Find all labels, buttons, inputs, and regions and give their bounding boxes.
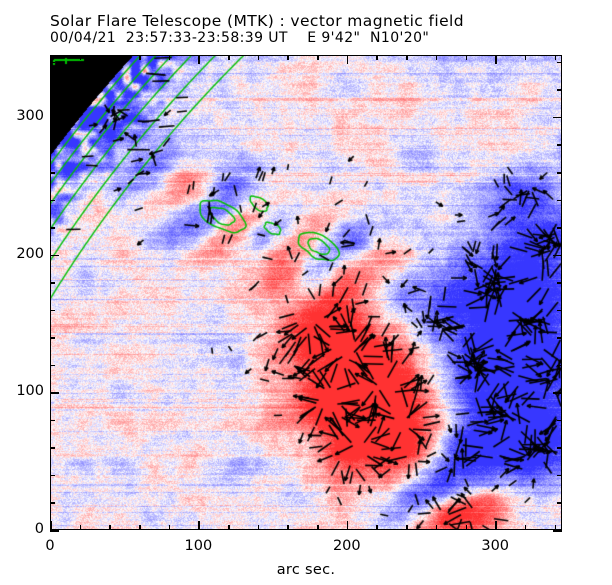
x-axis-tick-top [317, 55, 319, 60]
page-title: Solar Flare Telescope (MTK) : vector mag… [50, 12, 464, 30]
y-axis-tick [50, 199, 55, 202]
x-axis-tick-top [495, 55, 497, 64]
x-axis-tick-top [465, 55, 468, 60]
x-tick-label: 100 [184, 538, 213, 554]
y-axis-tick [50, 392, 59, 394]
y-axis-tick-right [553, 254, 562, 257]
y-tick-label: 0 [34, 521, 44, 537]
magnetogram-plot-area [50, 55, 562, 530]
y-axis-tick-right [553, 530, 562, 532]
y-axis-tick-right [557, 227, 562, 229]
x-axis-tick [495, 521, 497, 530]
x-axis-tick-top [109, 55, 111, 60]
y-axis-tick-right [557, 144, 562, 146]
x-axis-tick-top [287, 55, 289, 60]
y-axis-tick [50, 309, 55, 312]
plot-title-block: Solar Flare Telescope (MTK) : vector mag… [50, 12, 590, 47]
y-axis-tick-right [557, 502, 562, 504]
x-axis-tick [406, 525, 408, 530]
y-tick-label: 300 [16, 107, 44, 124]
x-axis-tick-top [435, 55, 438, 60]
y-axis-tick-right [557, 419, 562, 422]
y-axis-tick-right [557, 172, 562, 174]
y-axis-tick [50, 254, 59, 257]
x-tick-label: 200 [332, 538, 361, 554]
x-axis-tick-top [168, 55, 171, 60]
y-axis-tick-right [557, 364, 562, 367]
x-axis-tick-top [198, 55, 200, 64]
y-axis-tick [50, 89, 55, 91]
y-axis-tick-right [557, 474, 562, 477]
x-axis-tick [257, 525, 260, 530]
x-axis-tick [287, 525, 289, 530]
y-tick-label: 100 [16, 383, 44, 400]
y-axis-tick-right [557, 199, 562, 202]
x-axis-tick [524, 525, 527, 530]
x-axis-title: arc sec. [276, 562, 336, 578]
x-axis-tick [554, 525, 557, 530]
y-axis-tick [50, 337, 55, 339]
x-axis-tick-top [257, 55, 260, 60]
y-tick-label: 200 [16, 245, 44, 262]
x-tick-label: 0 [45, 538, 55, 554]
x-axis-tick-top [139, 55, 141, 60]
y-axis-tick [50, 364, 55, 367]
x-axis-tick [317, 525, 319, 530]
y-axis-tick [50, 116, 59, 119]
x-axis-tick [50, 521, 52, 530]
y-axis-tick [50, 282, 55, 284]
y-axis-tick-right [557, 282, 562, 284]
y-axis-tick-right [557, 337, 562, 339]
x-axis-tick [376, 525, 378, 530]
observation-subtitle: 00/04/21 23:57:33-23:58:39 UT E 9'42" N1… [50, 30, 430, 46]
y-axis-tick-right [557, 89, 562, 91]
y-axis-tick [50, 419, 55, 422]
y-axis-tick-right [557, 447, 562, 449]
y-axis-tick [50, 172, 55, 174]
x-axis-tick-top [50, 55, 52, 64]
y-axis-tick [50, 447, 55, 449]
y-axis-tick-right [557, 309, 562, 312]
vector-magnetogram-image [50, 55, 562, 530]
x-axis-tick-top [524, 55, 527, 60]
x-axis-tick [109, 525, 111, 530]
y-axis-tick [50, 474, 55, 477]
y-axis-tick [50, 61, 55, 64]
y-axis-tick-right [557, 61, 562, 64]
x-axis-tick-top [228, 55, 230, 60]
x-axis-tick [168, 525, 171, 530]
x-axis-tick [139, 525, 141, 530]
x-axis-tick-top [346, 55, 349, 64]
x-axis-tick [346, 521, 349, 530]
x-tick-label: 300 [481, 538, 510, 554]
x-axis-tick [228, 525, 230, 530]
x-axis-tick-top [406, 55, 408, 60]
y-axis-tick [50, 530, 59, 532]
x-axis-tick [198, 521, 200, 530]
x-axis-tick-top [79, 55, 82, 60]
x-axis-tick-top [376, 55, 378, 60]
y-axis-tick-right [553, 116, 562, 119]
x-axis-tick-top [554, 55, 557, 60]
y-axis-tick-right [553, 392, 562, 394]
x-axis-tick [465, 525, 468, 530]
x-axis-tick [79, 525, 82, 530]
y-axis-tick [50, 144, 55, 146]
y-axis-tick [50, 502, 55, 504]
x-axis-tick [435, 525, 438, 530]
y-axis-tick [50, 227, 55, 229]
